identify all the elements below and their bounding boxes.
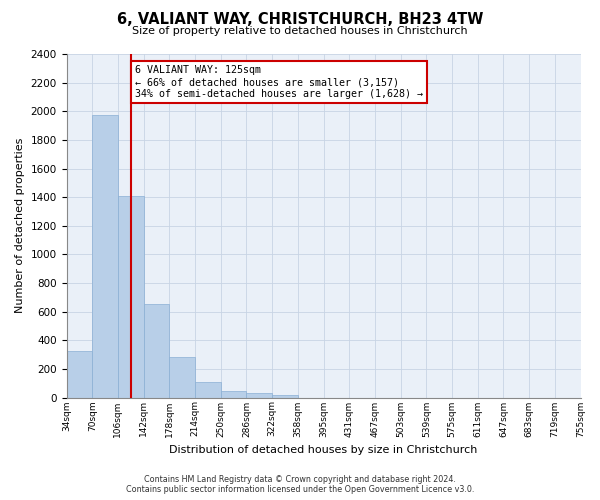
Bar <box>118 196 143 398</box>
Text: 6 VALIANT WAY: 125sqm
← 66% of detached houses are smaller (3,157)
34% of semi-d: 6 VALIANT WAY: 125sqm ← 66% of detached … <box>134 66 422 98</box>
X-axis label: Distribution of detached houses by size in Christchurch: Distribution of detached houses by size … <box>169 445 478 455</box>
Bar <box>247 393 272 398</box>
Bar <box>272 394 298 398</box>
Y-axis label: Number of detached properties: Number of detached properties <box>15 138 25 314</box>
Text: 6, VALIANT WAY, CHRISTCHURCH, BH23 4TW: 6, VALIANT WAY, CHRISTCHURCH, BH23 4TW <box>117 12 483 28</box>
Bar <box>92 115 118 398</box>
Bar <box>195 382 221 398</box>
Bar <box>67 351 92 398</box>
Text: Contains HM Land Registry data © Crown copyright and database right 2024.
Contai: Contains HM Land Registry data © Crown c… <box>126 474 474 494</box>
Bar <box>143 304 169 398</box>
Bar <box>221 391 247 398</box>
Text: Size of property relative to detached houses in Christchurch: Size of property relative to detached ho… <box>132 26 468 36</box>
Bar <box>169 358 195 398</box>
